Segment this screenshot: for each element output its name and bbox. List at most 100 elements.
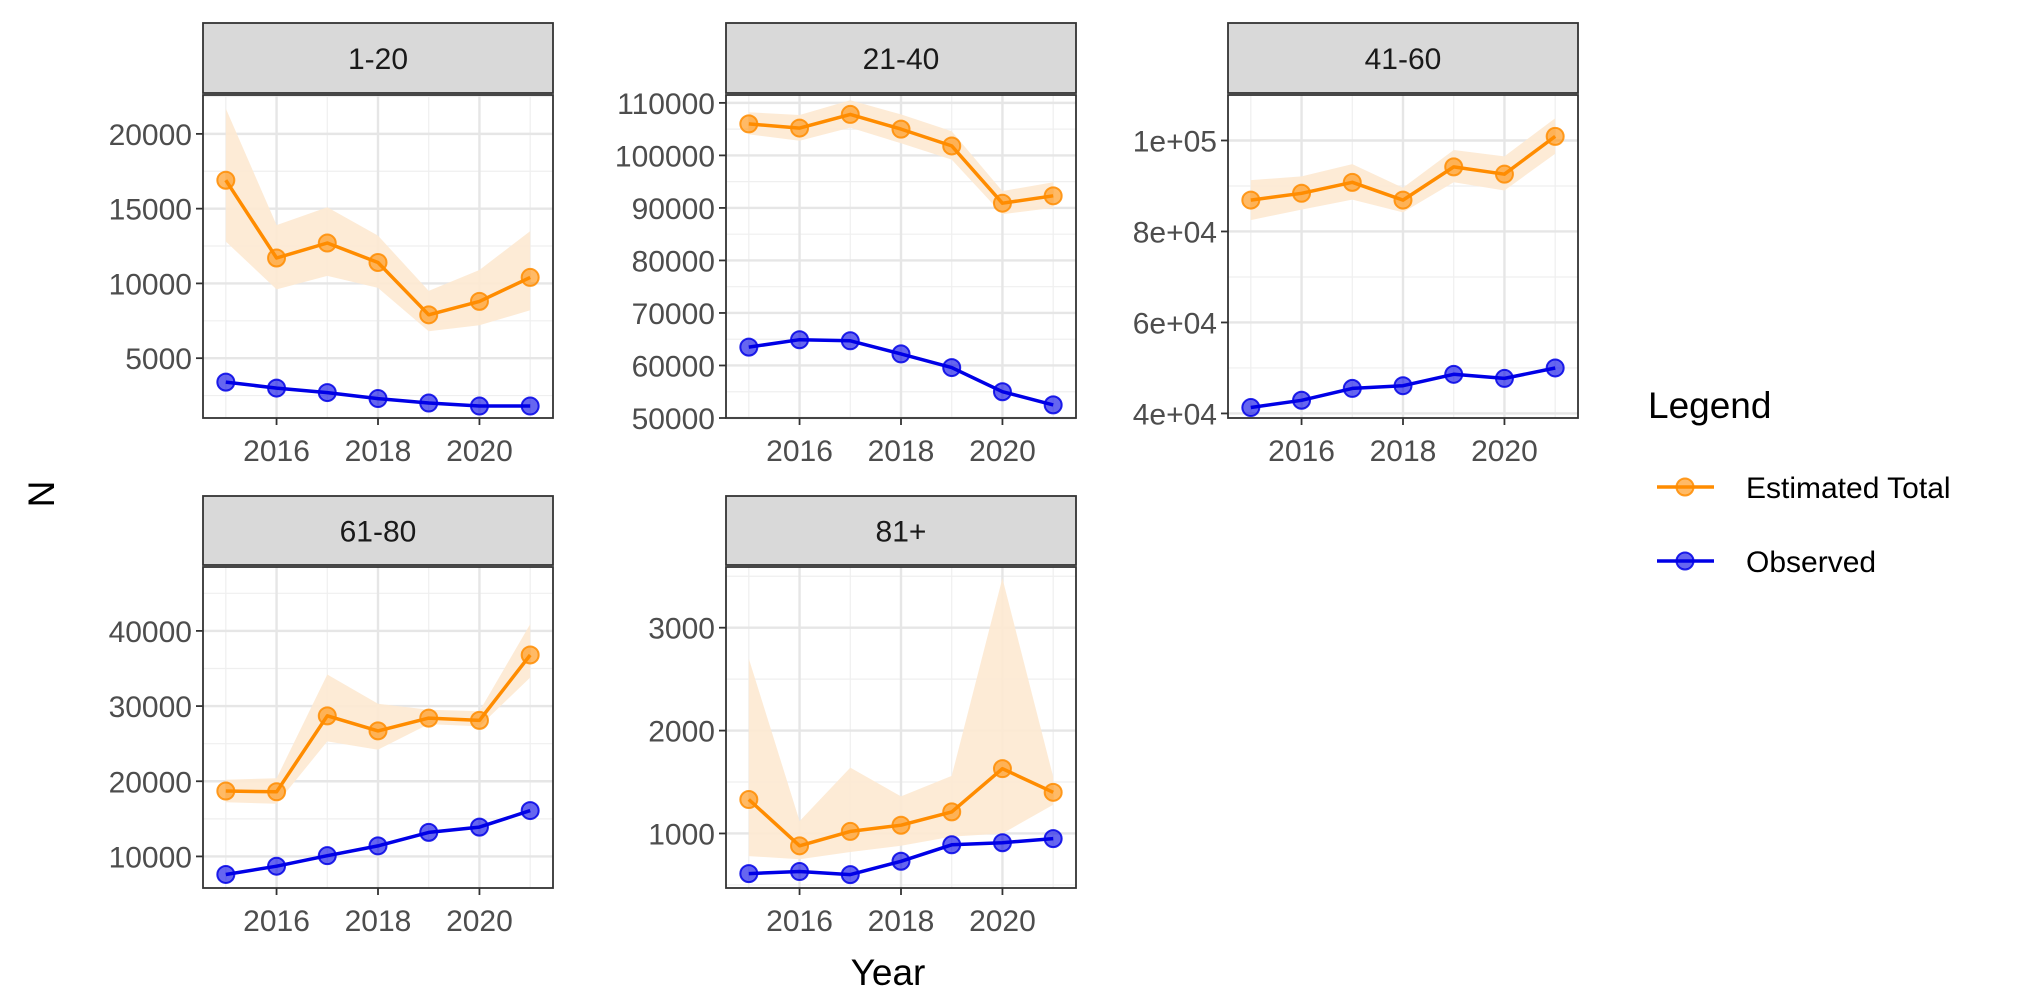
panel-41-60-point-estimated-total (1545, 126, 1565, 146)
legend-title: Legend (1648, 385, 1771, 426)
panel-41-60-y-tick-label: 1e+05 (1133, 125, 1217, 158)
panel-41-60-point-observed (1545, 358, 1565, 378)
legend-label-estimated-total: Estimated Total (1746, 472, 1951, 505)
panel-1-20-point-estimated-total (216, 170, 236, 190)
panel-21-40-x-tick-label: 2016 (766, 435, 833, 468)
panel-81-point-observed (790, 862, 810, 882)
panel-21-40-point-estimated-total (992, 193, 1012, 213)
panel-61-80-point-estimated-total (419, 708, 439, 728)
panel-1-20-point-estimated-total (317, 233, 337, 253)
panel-81-point-observed (840, 865, 860, 885)
panel-1-20-point-estimated-total (368, 252, 388, 272)
panel-41-60-x-tick-label: 2018 (1370, 435, 1437, 468)
panel-81-point-estimated-total (790, 836, 810, 856)
panel-41-60-point-observed (1494, 368, 1514, 388)
panel-81-point-observed (739, 864, 759, 884)
panel-21-40-y-tick-label: 90000 (632, 193, 715, 226)
panel-21-40-point-observed (739, 337, 759, 357)
panel-41-60-point-observed (1342, 378, 1362, 398)
legend-point-estimated-total (1675, 477, 1695, 497)
panel-21-40-y-tick-label: 110000 (617, 88, 715, 121)
panel-81-x-tick-label: 2020 (969, 905, 1036, 938)
panel-61-80-strip (202, 495, 554, 566)
panel-61-80-point-observed (469, 817, 489, 837)
panel-1-20-x-tick-label: 2020 (446, 435, 513, 468)
legend-item-estimated-total: Estimated Total (1657, 472, 1951, 505)
panel-61-80-point-estimated-total (368, 721, 388, 741)
panel-21-40-y-tick-label: 80000 (632, 245, 715, 278)
panel-1-20-point-observed (520, 396, 540, 416)
panel-1-20-point-estimated-total (419, 305, 439, 325)
panel-1-20-y-tick-label: 20000 (109, 119, 192, 152)
panel-1-20-point-estimated-total (469, 291, 489, 311)
panel-41-60-y-tick-label: 8e+04 (1133, 216, 1217, 249)
panel-21-40-point-observed (840, 331, 860, 351)
panel-41-60-y-tick-label: 4e+04 (1133, 398, 1217, 431)
panel-61-80-point-observed (317, 846, 337, 866)
panel-1-20-y-tick-label: 5000 (125, 343, 192, 376)
panel-61-80-point-observed (368, 836, 388, 856)
panel-21-40-point-observed (942, 358, 962, 378)
panel-61-80-point-estimated-total (520, 645, 540, 665)
panel-1-20: 1-20 5000 10000 15000 20000 2016 2018 2020 (109, 22, 554, 468)
panel-61-80-y-tick-label: 20000 (109, 766, 192, 799)
panel-21-40-x-tick-label: 2018 (868, 435, 935, 468)
panel-61-80-x-tick-label: 2018 (345, 905, 412, 938)
panel-21-40-point-estimated-total (942, 136, 962, 156)
panel-61-80-y-tick-label: 30000 (109, 691, 192, 724)
panel-81-point-observed (1043, 829, 1063, 849)
panel-41-60-point-observed (1292, 390, 1312, 410)
legend-item-observed: Observed (1657, 546, 1876, 579)
panel-41-60-point-estimated-total (1292, 183, 1312, 203)
panel-81-point-estimated-total (840, 821, 860, 841)
panel-81-y-tick-label: 2000 (648, 716, 715, 749)
panel-41-60-point-observed (1241, 398, 1261, 418)
panel-81-strip (725, 495, 1077, 566)
panel-41-60-strip-label: 41-60 (1365, 43, 1442, 76)
y-axis-title: N (21, 481, 62, 508)
panel-21-40-point-estimated-total (739, 114, 759, 134)
panel-61-80-y-tick-label: 40000 (109, 616, 192, 649)
panel-61-80-x-tick-label: 2016 (243, 905, 310, 938)
panel-21-40-point-estimated-total (840, 104, 860, 124)
panel-61-80-ribbon-estimated-total (225, 624, 531, 804)
panel-61-80-point-observed (520, 801, 540, 821)
panel-81-point-observed (992, 833, 1012, 853)
panel-1-20-strip-label: 1-20 (348, 43, 408, 76)
panel-81-y-tick-label: 1000 (648, 818, 715, 851)
panel-81-point-estimated-total (891, 815, 911, 835)
panel-1-20-point-observed (368, 389, 388, 409)
panel-81-y-tick-label: 3000 (648, 613, 715, 646)
panel-41-60-ribbon-estimated-total (1250, 118, 1556, 221)
panel-81: 81+ 1000 2000 3000 2016 2018 2020 (648, 495, 1077, 938)
panel-41-60: 41-60 4e+04 6e+04 8e+04 1e+05 2016 2018 2020 (1133, 22, 1579, 468)
panel-61-80-point-observed (216, 864, 236, 884)
panel-61-80-strip-label: 61-80 (340, 516, 417, 549)
legend-point-observed (1675, 551, 1695, 571)
panel-21-40-y-tick-label: 50000 (632, 403, 715, 436)
panel-21-40-point-estimated-total (790, 118, 810, 138)
panel-1-20-point-estimated-total (267, 248, 287, 268)
panel-81-point-estimated-total (992, 759, 1012, 779)
panel-61-80-point-estimated-total (267, 782, 287, 802)
panel-21-40: 21-40 50000 60000 70000 80000 90000 100000 1100… (615, 22, 1077, 468)
panel-81-point-estimated-total (1043, 782, 1063, 802)
panel-1-20-x-tick-label: 2016 (243, 435, 310, 468)
panel-61-80-y-tick-label: 10000 (109, 841, 192, 874)
panel-21-40-point-estimated-total (891, 119, 911, 139)
panel-41-60-point-estimated-total (1393, 190, 1413, 210)
panel-41-60-point-observed (1393, 376, 1413, 396)
panel-21-40-point-estimated-total (1043, 186, 1063, 206)
panel-41-60-x-tick-label: 2016 (1268, 435, 1335, 468)
panel-21-40-point-observed (891, 344, 911, 364)
panel-41-60-y-tick-label: 6e+04 (1133, 307, 1217, 340)
panel-1-20-ribbon-estimated-total (225, 108, 531, 332)
panel-21-40-strip-label: 21-40 (863, 43, 940, 76)
panel-81-point-estimated-total (739, 790, 759, 810)
panel-61-80-point-estimated-total (216, 781, 236, 801)
panel-41-60-strip (1227, 22, 1579, 94)
panel-1-20-point-observed (317, 383, 337, 403)
panel-1-20-point-observed (469, 396, 489, 416)
panel-21-40-point-observed (992, 382, 1012, 402)
